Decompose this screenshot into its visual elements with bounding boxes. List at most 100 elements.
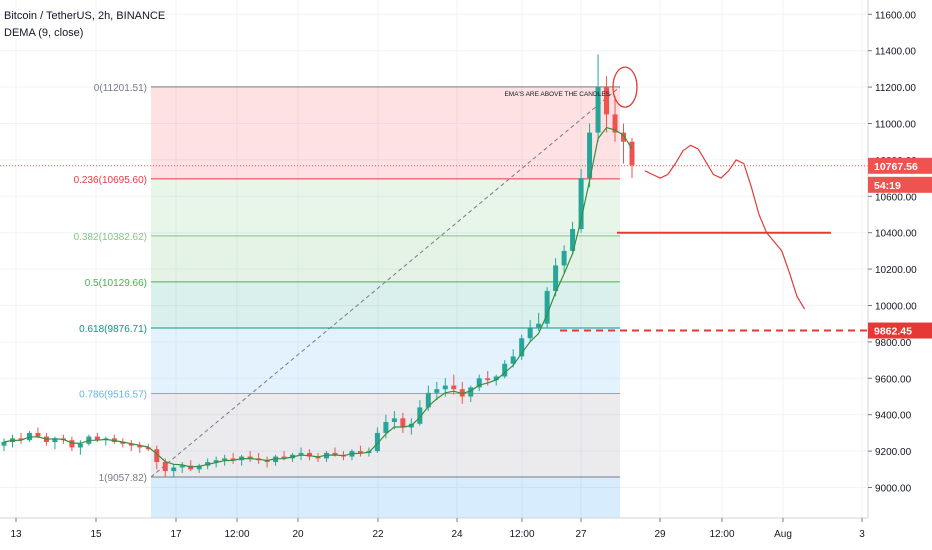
candle-body <box>120 442 126 444</box>
candle-body <box>502 363 508 377</box>
candle-body <box>154 449 160 463</box>
candle-body <box>52 438 58 442</box>
chart-header: Bitcoin / TetherUS, 2h, BINANCE DEMA (9,… <box>4 8 165 42</box>
candle-body <box>332 452 338 455</box>
fib-trend-line <box>150 86 621 478</box>
candle-body <box>553 265 559 291</box>
y-tick-label: 10400.00 <box>875 229 917 240</box>
x-tick-label: 29 <box>654 529 666 540</box>
candle-body <box>196 465 202 470</box>
candle-body <box>1 442 7 446</box>
candle-body <box>612 114 618 133</box>
x-tick-label: 20 <box>292 529 304 540</box>
x-tick-label: 12:00 <box>224 529 249 540</box>
candle-body <box>587 132 593 179</box>
y-tick-label: 11600.00 <box>875 10 916 21</box>
candle-body <box>213 460 219 463</box>
fib-label: 0.236(10695.60) <box>74 175 147 186</box>
y-tick-label: 9200.00 <box>875 447 912 458</box>
candle-body <box>595 87 601 133</box>
y-tick-label: 11200.00 <box>875 83 916 94</box>
projection-path <box>644 144 806 310</box>
x-axis-bg <box>0 518 932 550</box>
y-tick-label: 9600.00 <box>875 374 912 385</box>
symbol-title: Bitcoin / TetherUS, 2h, BINANCE <box>4 10 166 22</box>
candle-body <box>171 467 177 472</box>
highlight-circle <box>612 66 638 108</box>
fib-label: 0.382(10382.62) <box>74 232 147 243</box>
fib-zone <box>151 235 620 282</box>
y-tick-label: 9000.00 <box>875 484 912 495</box>
fib-label: 0.5(10129.66) <box>85 278 147 289</box>
candle-body <box>629 141 635 166</box>
x-tick-label: 17 <box>170 529 182 540</box>
candle-body <box>35 432 41 437</box>
annotation-text: EMA'S ARE ABOVE THE CANDLES <box>504 91 610 98</box>
x-tick-label: 15 <box>90 529 102 540</box>
candle-body <box>400 418 406 428</box>
fib-label: 0.618(9876.71) <box>79 324 147 335</box>
fib-zone <box>151 327 620 394</box>
x-tick-label: 27 <box>575 529 587 540</box>
candle-body <box>510 356 516 364</box>
fib-label: 1(9057.82) <box>99 473 147 484</box>
candle-body <box>69 440 75 448</box>
candle-body <box>247 456 253 459</box>
y-tick-label: 9800.00 <box>875 338 912 349</box>
candle-body <box>222 458 228 461</box>
y-tick-label: 11000.00 <box>875 120 916 131</box>
candle-body <box>459 389 465 397</box>
indicator-label: DEMA (9, close) <box>4 27 84 39</box>
y-tick-label: 10000.00 <box>875 302 917 313</box>
candle-body <box>527 327 533 339</box>
fib-label: 0(11201.51) <box>94 83 147 94</box>
x-tick-label: 22 <box>372 529 384 540</box>
candle-body <box>425 392 431 408</box>
fib-zone-extension <box>151 476 620 518</box>
x-tick-label: 12:00 <box>709 529 734 540</box>
x-tick-label: 12:00 <box>509 529 534 540</box>
y-tick-label: 10600.00 <box>875 192 917 203</box>
candle-body <box>137 445 143 448</box>
candle-body <box>417 407 423 424</box>
candle-body <box>391 418 397 422</box>
countdown-badge: 54:19 <box>874 180 901 192</box>
candle-body <box>621 132 627 142</box>
y-tick-label: 11400.00 <box>875 47 916 58</box>
x-tick-label: 13 <box>10 529 22 540</box>
candle-body <box>179 465 185 468</box>
candle-body <box>383 421 389 433</box>
candle-body <box>128 443 134 446</box>
x-tick-label: 24 <box>451 529 463 540</box>
candle-body <box>264 460 270 463</box>
candle-body <box>519 338 525 357</box>
fib-zone <box>151 86 620 179</box>
candle-body <box>298 452 304 455</box>
candle-body <box>442 385 448 390</box>
price-badge-bg <box>868 157 932 174</box>
y-tick-label: 10200.00 <box>875 265 917 276</box>
candle-body <box>570 229 576 251</box>
y-axis-bg <box>868 0 932 550</box>
candle-body <box>357 451 363 453</box>
countdown-badge-bg <box>868 176 932 193</box>
candle-body <box>578 178 584 230</box>
candle-body <box>604 87 610 115</box>
candle-body <box>307 452 313 457</box>
candle-body <box>374 432 380 452</box>
candle-body <box>451 385 457 390</box>
candle-body <box>230 458 236 461</box>
candle-body <box>434 389 440 393</box>
dema-line <box>3 126 633 468</box>
candle-body <box>281 456 287 459</box>
candle-body <box>18 438 24 441</box>
candle-body <box>145 447 151 450</box>
candle-body <box>544 290 550 324</box>
fib-label: 0.786(9516.57) <box>79 389 147 400</box>
fib-zone <box>151 178 620 236</box>
candle-body <box>77 443 83 448</box>
x-tick-label: Aug <box>774 529 792 540</box>
y-tick-label: 9400.00 <box>875 411 912 422</box>
